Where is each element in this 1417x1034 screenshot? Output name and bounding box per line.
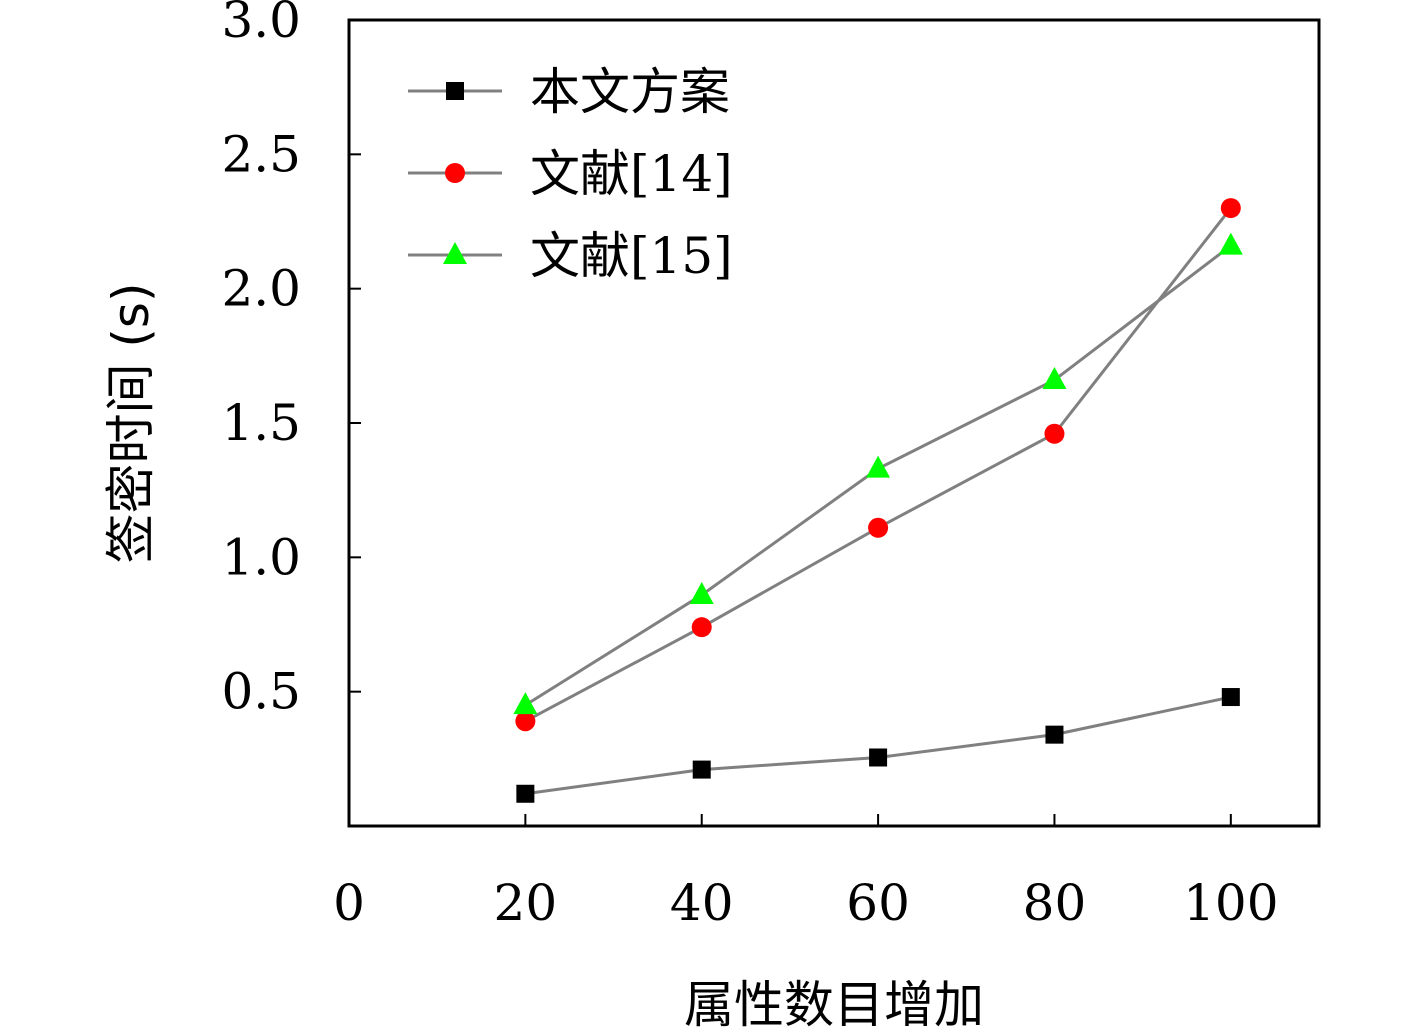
x-tick-label: 100 [1183,874,1278,932]
data-point-series-3 [689,581,714,604]
x-tick-label: 20 [494,874,558,932]
data-point-series-1 [692,760,711,779]
x-tick-label: 0 [333,874,365,932]
legend-marker [445,163,465,183]
tick-group: 0 20 40 60 80 100 0.5 1.0 1.5 2.0 2.5 3.0 [221,0,1278,932]
y-tick-label: 0.5 [221,663,301,721]
x-tick-label: 80 [1023,874,1087,932]
data-point-series-3 [1042,367,1067,390]
legend-label: 文献[15] [530,227,733,285]
data-point-series-2 [1220,198,1241,219]
y-tick-label: 2.0 [221,260,301,318]
legend-label: 本文方案 [530,63,730,121]
legend-marker [443,242,467,264]
data-point-series-1 [1045,725,1064,744]
data-point-series-1 [516,784,535,803]
data-point-series-1 [869,748,888,767]
x-tick-label: 60 [846,874,910,932]
y-axis-title: 签密时间 (s) [102,283,160,564]
data-point-series-2 [1044,423,1065,444]
data-point-series-3 [513,692,538,715]
data-point-series-3 [1218,232,1243,255]
y-tick-label: 1.5 [221,394,301,452]
y-tick-label: 2.5 [221,125,301,183]
x-axis-title: 属性数目增加 [684,976,984,1034]
data-point-series-2 [691,617,712,638]
data-point-series-1 [1221,688,1240,707]
data-point-series-3 [866,455,891,478]
legend-marker [446,82,464,100]
y-tick-label: 3.0 [221,0,301,49]
data-point-series-2 [868,517,889,538]
x-tick-label: 40 [670,874,734,932]
series-line-1 [525,695,1232,796]
plot-frame [347,18,1321,828]
chart-marks [513,198,1243,803]
y-tick-label: 1.0 [221,528,301,586]
legend-label: 文献[14] [530,145,733,203]
data-point-series-2 [515,711,536,732]
